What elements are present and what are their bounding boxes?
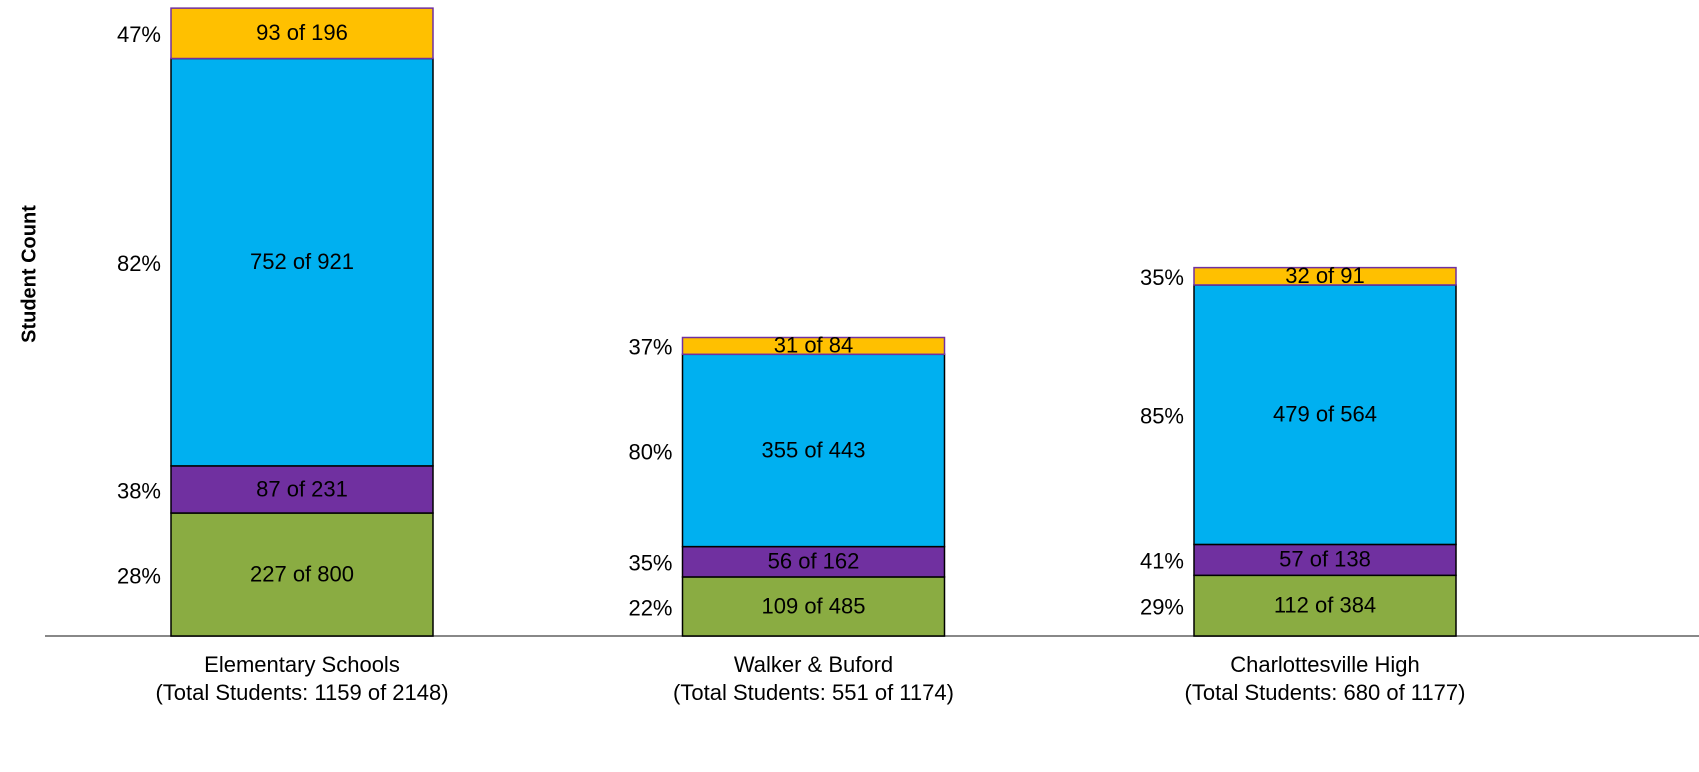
x-tick-label: (Total Students: 680 of 1177)	[1185, 680, 1466, 705]
percent-label: 41%	[1140, 549, 1184, 574]
bar-segment	[1193, 543, 1457, 577]
value-label: 87 of 231	[256, 476, 348, 501]
value-label: 32 of 91	[1285, 263, 1365, 288]
bar-segment	[170, 465, 434, 514]
y-axis-title: Student Count	[18, 205, 40, 343]
percent-label: 29%	[1140, 594, 1184, 619]
x-tick-label: Charlottesville High	[1230, 652, 1420, 677]
bar-segment	[681, 576, 946, 637]
percent-label: 35%	[628, 551, 672, 576]
value-label: 479 of 564	[1273, 402, 1377, 427]
bar-segment	[170, 57, 434, 467]
x-tick-label: Walker & Buford	[734, 652, 893, 677]
percent-label: 37%	[628, 335, 672, 360]
value-label: 93 of 196	[256, 20, 348, 45]
value-label: 56 of 162	[768, 549, 860, 574]
percent-label: 85%	[1140, 404, 1184, 429]
value-label: 112 of 384	[1274, 592, 1376, 617]
percent-label: 47%	[117, 22, 161, 47]
x-tick-label: Elementary Schools	[204, 652, 400, 677]
value-label: 752 of 921	[250, 249, 354, 274]
x-tick-label: (Total Students: 551 of 1174)	[673, 680, 954, 705]
bar-segment	[170, 7, 434, 60]
value-label: 355 of 443	[762, 437, 866, 462]
bar-segment	[681, 353, 946, 548]
value-label: 227 of 800	[250, 561, 354, 586]
percent-label: 22%	[628, 595, 672, 620]
bar-segment	[681, 545, 946, 578]
percent-label: 35%	[1140, 265, 1184, 290]
percent-label: 82%	[117, 251, 161, 276]
bar-segment	[1193, 266, 1457, 286]
percent-label: 28%	[117, 563, 161, 588]
bar-segment	[681, 336, 946, 356]
value-label: 31 of 84	[774, 333, 854, 358]
percent-label: 80%	[628, 439, 672, 464]
value-label: 57 of 138	[1279, 547, 1371, 572]
x-tick-label: (Total Students: 1159 of 2148)	[155, 680, 448, 705]
bar-segment	[1193, 574, 1457, 637]
value-label: 109 of 485	[762, 593, 866, 618]
percent-label: 38%	[117, 478, 161, 503]
bar-segment	[170, 512, 434, 637]
